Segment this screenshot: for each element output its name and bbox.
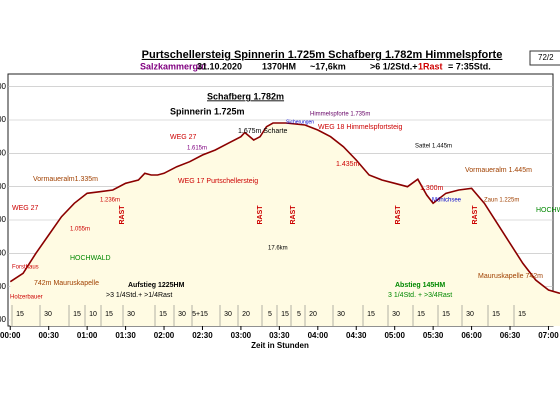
rast-label: RAST <box>119 205 126 225</box>
annotation: Spinnerin 1.725m <box>170 106 245 116</box>
y-tick-label: 2000 <box>0 82 7 91</box>
annotation: 17.6km <box>268 246 288 252</box>
x-tick-label: 06:30 <box>500 331 521 340</box>
corner-box <box>529 50 560 66</box>
annotation: 3 1/4Std. + >3/4Rast <box>388 292 452 299</box>
segment-label: 30 <box>127 311 135 318</box>
segment-label: 15 <box>73 311 81 318</box>
annotation: 1.236m <box>100 198 120 204</box>
rast-label: RAST <box>257 205 264 225</box>
x-tick-label: 01:30 <box>115 331 136 340</box>
annotation: HOCHWALD <box>536 207 560 214</box>
annotation: 1.300m <box>420 185 444 192</box>
annotation: Aufstieg 1225HM <box>128 282 185 289</box>
x-tick-label: 02:30 <box>192 331 213 340</box>
subtitle-part: >6 1/2Std.+ <box>370 61 418 71</box>
subtitle-part: Salzkammergut <box>140 61 207 71</box>
x-axis-label: Zeit in Stunden <box>251 341 309 350</box>
annotation: Vormaueralm1.335m <box>33 176 98 183</box>
annotation: Abstieg 145HM <box>395 282 445 289</box>
annotation: >3 1/4Std.+ >1/4Rast <box>106 292 172 299</box>
annotation: WEG 17 Purtschellersteig <box>178 178 258 185</box>
segment-label: 15 <box>16 311 24 318</box>
x-tick-label: 03:00 <box>231 331 252 340</box>
segment-label: 15 <box>105 311 113 318</box>
segment-label: 20 <box>309 311 317 318</box>
subtitle-part: 1370HM <box>262 61 296 71</box>
profile-line <box>9 122 560 295</box>
segment-label: 15 <box>281 311 289 318</box>
annotation: Sicherungen <box>286 119 314 125</box>
annotation: Schafberg 1.782m <box>207 91 284 101</box>
area-fill <box>10 123 560 326</box>
x-tick-label: 02:00 <box>154 331 175 340</box>
annotation: Zaun 1.225m <box>484 198 519 204</box>
annotation: WEG 27 <box>170 134 197 141</box>
subtitle-part: = 7:35Std. <box>448 61 491 71</box>
x-tick-label: 03:30 <box>269 331 290 340</box>
annotation: WEG 18 Himmelspfortsteig <box>318 124 403 131</box>
annotation: 742m Mauruskapelle <box>34 280 99 287</box>
segment-label: 30 <box>337 311 345 318</box>
annotation: HOCHWALD <box>70 255 111 262</box>
segment-label: 15 <box>492 311 500 318</box>
segment-label: 15 <box>159 311 167 318</box>
y-tick-label: 1400 <box>0 182 7 191</box>
x-tick-label: 06:00 <box>461 331 482 340</box>
subtitle-part: 1Rast <box>418 61 443 71</box>
annotation: 1.435m <box>336 161 360 168</box>
annotation: Holzerbauer <box>10 295 43 301</box>
x-tick-label: 07:00 <box>538 331 559 340</box>
annotation: WEG 27 <box>12 205 39 212</box>
annotation: Sattel 1.445m <box>415 144 452 150</box>
annotation: 1.615m <box>187 146 207 152</box>
annotation: 1.055m <box>70 227 90 233</box>
x-tick-label: 04:00 <box>308 331 329 340</box>
segment-label: 15 <box>442 311 450 318</box>
y-tick-label: 1200 <box>0 215 7 224</box>
segment-label: 30 <box>44 311 52 318</box>
rast-label: RAST <box>290 205 297 225</box>
segment-label: 30 <box>178 311 186 318</box>
segment-label: 15 <box>417 311 425 318</box>
annotation: Mönichsee <box>432 198 462 204</box>
x-tick-label: 04:30 <box>346 331 367 340</box>
x-tick-label: 00:30 <box>38 331 59 340</box>
segment-label: 5 <box>297 311 301 318</box>
y-tick-label: 1000 <box>0 248 7 257</box>
segment-label: 5 <box>268 311 272 318</box>
subtitle-part: ~17,6km <box>310 61 346 71</box>
segment-label: 30 <box>466 311 474 318</box>
segment-label: 15 <box>367 311 375 318</box>
rast-label: RAST <box>472 205 479 225</box>
chart-title: Purtschellersteig Spinnerin 1.725m Schaf… <box>142 49 503 61</box>
annotation: Vormaueralm 1.445m <box>465 167 532 174</box>
annotation: 1.675m Scharte <box>238 128 288 135</box>
x-tick-label: 01:00 <box>77 331 98 340</box>
x-tick-label: 05:30 <box>423 331 444 340</box>
y-tick-label: 800 <box>0 282 7 291</box>
y-tick-label: 1800 <box>0 115 7 124</box>
annotation: Forsthaus <box>12 265 39 271</box>
y-tick-label: 1600 <box>0 148 7 157</box>
annotation: Mauruskapelle 742m <box>478 273 543 280</box>
subtitle-part: 31.10.2020 <box>197 61 242 71</box>
y-tick-label: 600 <box>0 315 7 324</box>
rast-label: RAST <box>395 205 402 225</box>
segment-label: 30 <box>224 311 232 318</box>
segment-label: 15 <box>518 311 526 318</box>
segment-label: 5+15 <box>192 311 208 318</box>
x-tick-label: 05:00 <box>384 331 405 340</box>
segment-label: 10 <box>89 311 97 318</box>
segment-label: 30 <box>392 311 400 318</box>
corner-label: 72/2 <box>538 53 554 62</box>
segment-label: 20 <box>242 311 250 318</box>
x-tick-label: 00:00 <box>0 331 21 340</box>
annotation: Himmelspforte 1.735m <box>310 112 370 118</box>
